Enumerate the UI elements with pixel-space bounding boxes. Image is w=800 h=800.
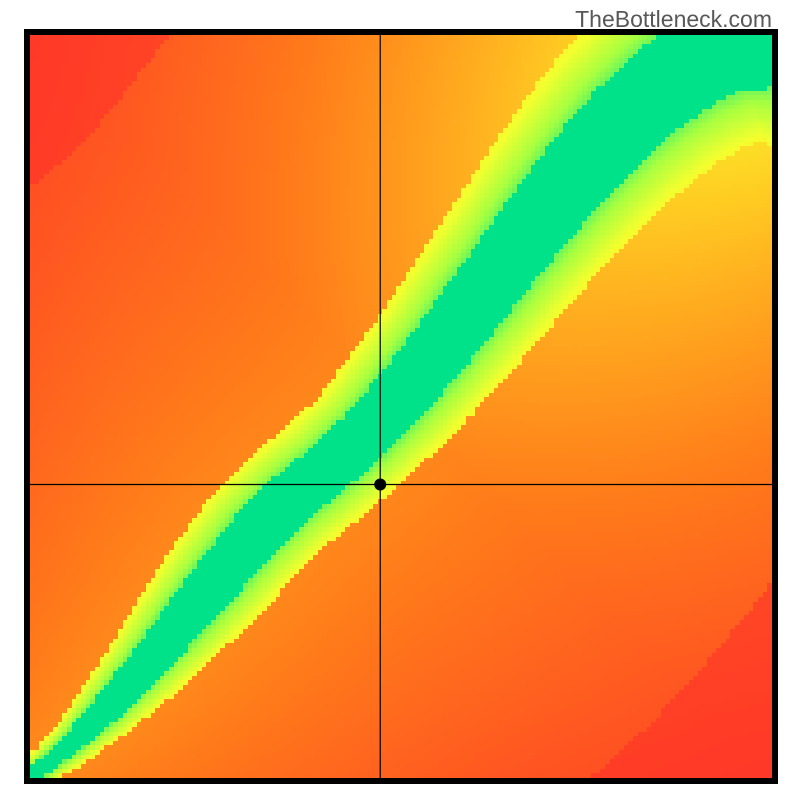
watermark-text: TheBottleneck.com (575, 6, 772, 33)
chart-container: TheBottleneck.com (0, 0, 800, 800)
heatmap-canvas (0, 0, 800, 800)
